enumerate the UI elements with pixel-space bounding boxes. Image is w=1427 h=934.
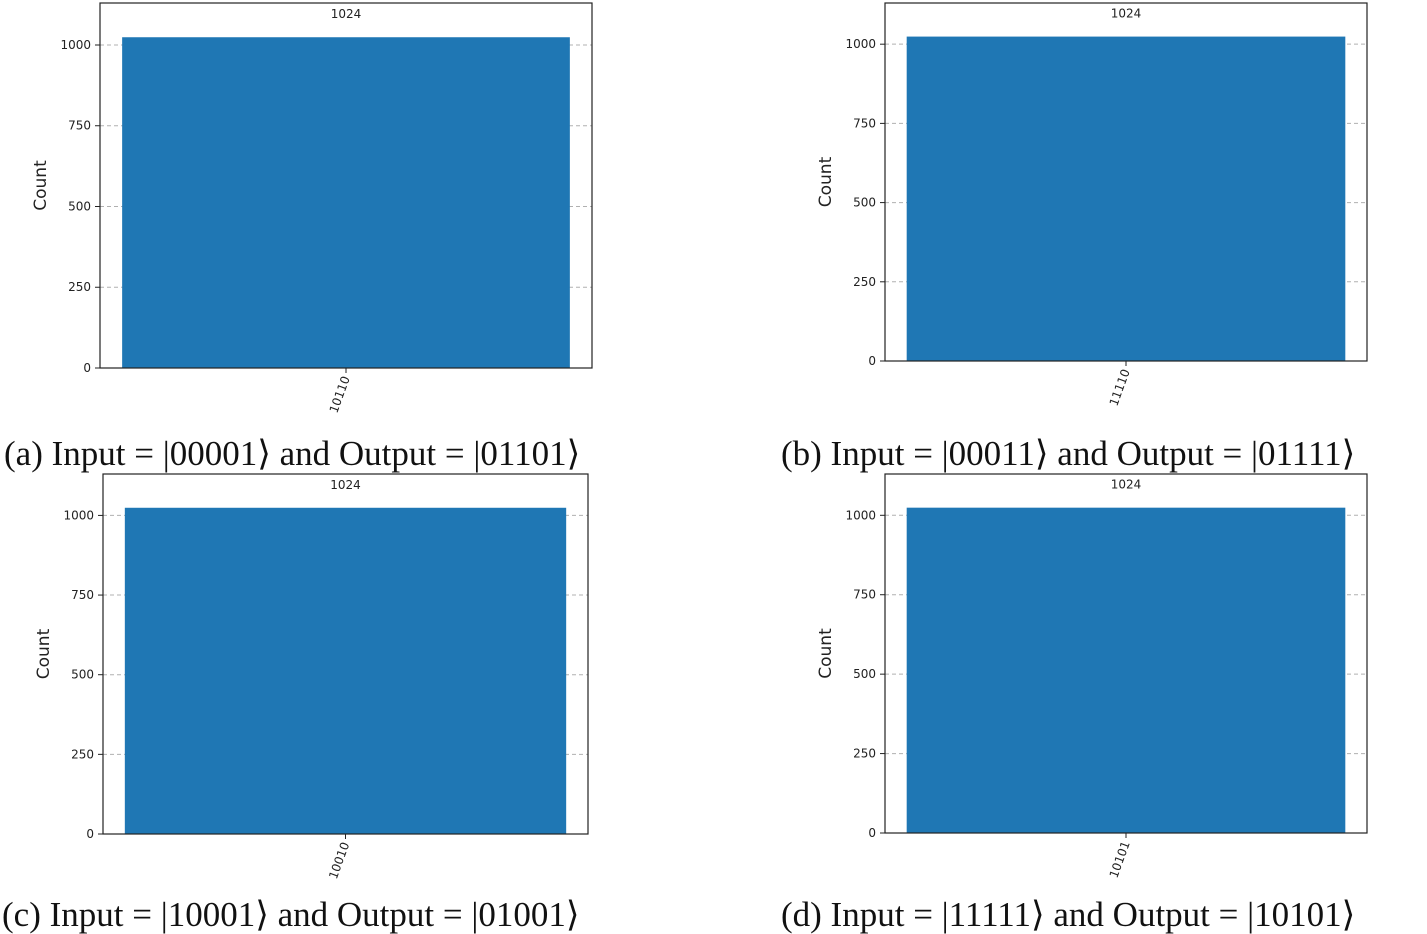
y-axis-label: Count <box>816 156 836 207</box>
y-tick-label: 500 <box>68 199 91 213</box>
y-tick-label: 750 <box>853 116 876 130</box>
y-tick-label: 0 <box>868 354 876 368</box>
y-tick-label: 250 <box>68 280 91 294</box>
data-label: 1024 <box>1111 7 1142 21</box>
chart-d: 1024 10101 0 250 500 750 1000 Count <box>816 473 1368 880</box>
y-tick-label: 750 <box>71 588 94 602</box>
y-tick-label: 750 <box>68 119 91 133</box>
x-tick-label: 10110 <box>327 374 353 415</box>
plot-frame <box>102 473 589 835</box>
plot-frame <box>884 473 1368 834</box>
y-tick-label: 750 <box>853 588 876 602</box>
caption-c: (c) Input = |10001⟩ and Output = |01001⟩ <box>2 895 580 934</box>
y-tick-label: 1000 <box>63 508 94 522</box>
caption-a: (a) Input = |00001⟩ and Output = |01101⟩ <box>4 434 581 473</box>
y-tick-label: 250 <box>853 747 876 761</box>
y-tick-label: 250 <box>853 275 876 289</box>
y-tick-label: 0 <box>83 361 91 375</box>
chart-b: 1024 11110 0 250 500 750 1000 Count <box>816 2 1368 408</box>
y-axis-label: Count <box>31 160 51 211</box>
data-label: 1024 <box>330 478 361 492</box>
data-label: 1024 <box>331 7 362 21</box>
y-tick-label: 0 <box>86 827 94 841</box>
y-tick-label: 250 <box>71 747 94 761</box>
x-tick-label: 10101 <box>1107 839 1133 880</box>
y-tick-label: 1000 <box>845 37 876 51</box>
y-tick-label: 500 <box>853 667 876 681</box>
bar <box>124 507 567 834</box>
plot-frame <box>884 2 1368 362</box>
x-tick-label: 10010 <box>326 840 352 881</box>
caption-d: (d) Input = |11111⟩ and Output = |10101⟩ <box>781 895 1356 934</box>
caption-b: (b) Input = |00011⟩ and Output = |01111⟩ <box>781 434 1356 473</box>
y-tick-label: 1000 <box>845 508 876 522</box>
y-axis-label: Count <box>34 628 54 679</box>
y-tick-label: 500 <box>853 196 876 210</box>
chart-c: 1024 10010 0 250 500 750 1000 Count <box>34 473 589 881</box>
y-tick-label: 0 <box>868 826 876 840</box>
bar <box>906 507 1346 833</box>
bar <box>906 36 1346 361</box>
x-tick-label: 11110 <box>1107 367 1133 408</box>
bar <box>122 37 570 368</box>
y-axis-label: Count <box>816 628 836 679</box>
plot-frame <box>99 2 593 369</box>
y-tick-label: 500 <box>71 668 94 682</box>
data-label: 1024 <box>1111 478 1142 492</box>
chart-a: 1024 10110 0 250 500 750 1000 Count <box>31 2 593 415</box>
y-tick-label: 1000 <box>60 38 91 52</box>
